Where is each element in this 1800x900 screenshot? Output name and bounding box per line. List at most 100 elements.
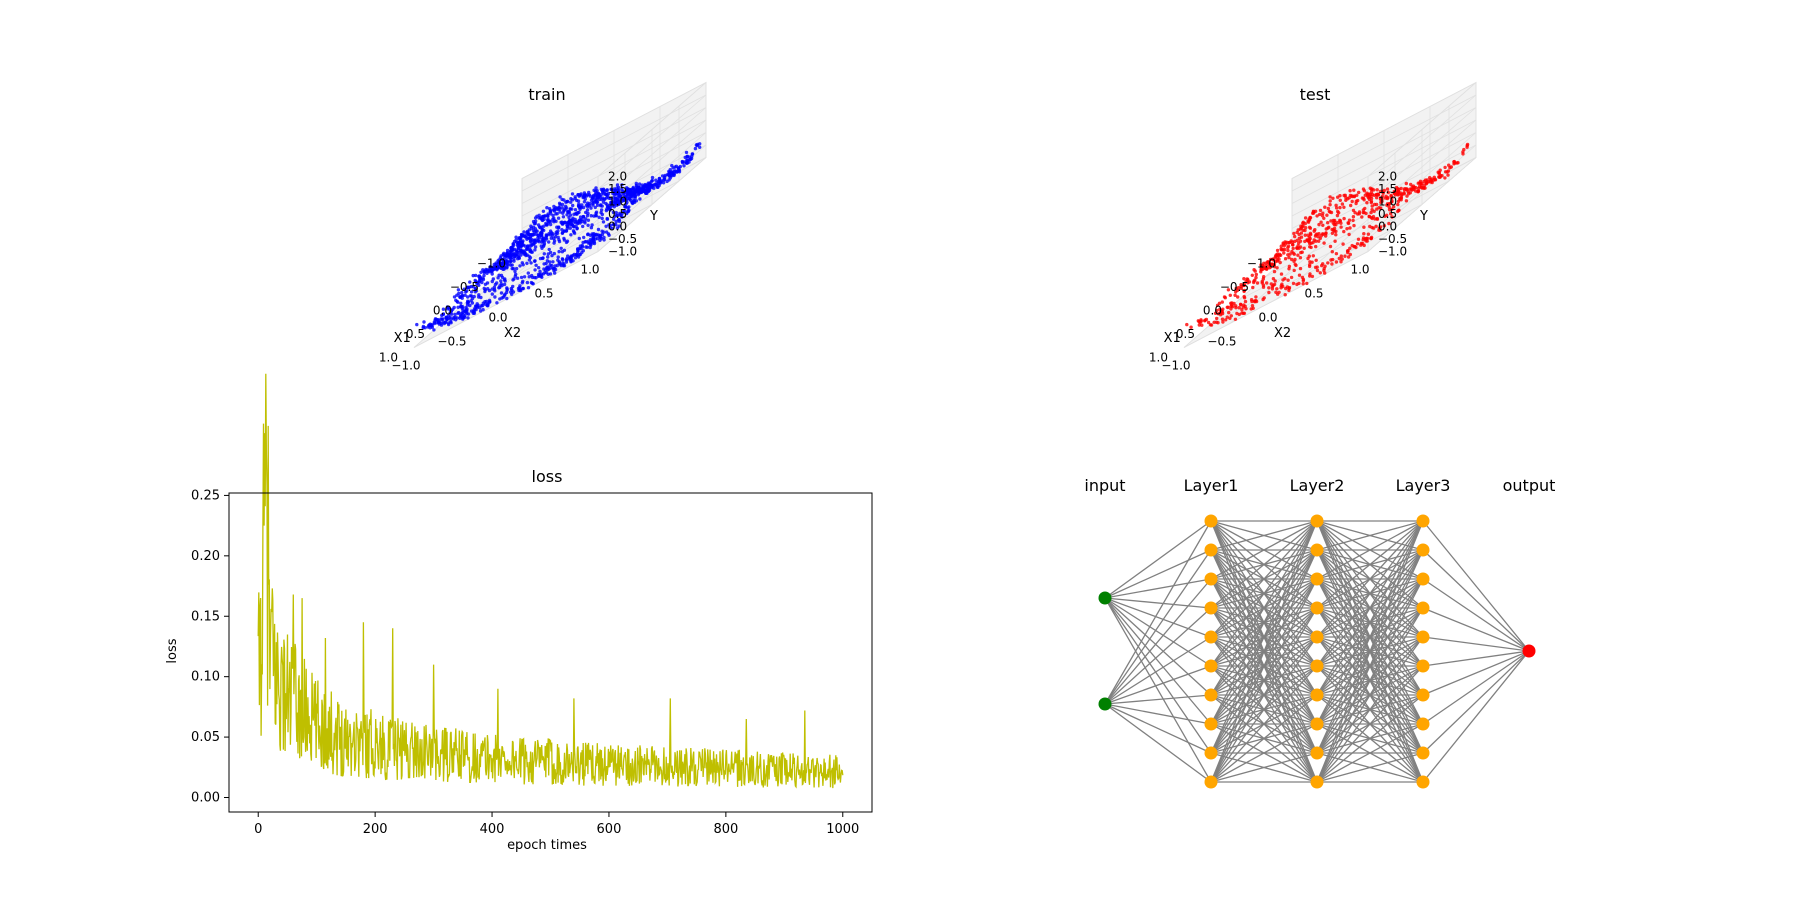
data-point bbox=[560, 202, 565, 207]
data-point bbox=[540, 227, 545, 232]
data-point bbox=[514, 272, 518, 276]
neuron-node bbox=[1204, 630, 1218, 644]
data-point bbox=[541, 272, 546, 276]
data-point bbox=[576, 204, 581, 208]
data-point bbox=[608, 208, 612, 212]
data-point bbox=[1342, 205, 1346, 209]
data-point bbox=[486, 302, 490, 307]
data-point bbox=[579, 192, 583, 196]
data-point bbox=[1217, 301, 1222, 305]
data-point bbox=[475, 281, 479, 286]
data-point bbox=[604, 208, 609, 213]
data-point bbox=[478, 275, 482, 279]
data-point bbox=[1342, 216, 1346, 221]
data-point bbox=[1323, 205, 1327, 209]
data-point bbox=[1335, 213, 1340, 218]
data-point bbox=[1286, 244, 1291, 248]
data-point bbox=[481, 268, 485, 272]
data-point bbox=[1387, 205, 1391, 209]
data-point bbox=[1377, 226, 1382, 230]
data-point bbox=[449, 319, 453, 324]
data-point bbox=[688, 157, 692, 162]
neuron-node bbox=[1416, 630, 1430, 644]
data-point bbox=[1301, 282, 1305, 286]
data-point bbox=[545, 206, 549, 210]
data-point bbox=[673, 165, 677, 169]
connection-edge bbox=[1210, 578, 1318, 783]
data-point bbox=[1429, 179, 1434, 183]
data-point bbox=[1465, 142, 1470, 147]
data-point bbox=[1235, 311, 1239, 316]
data-point bbox=[567, 210, 572, 214]
data-point bbox=[594, 199, 598, 203]
data-point bbox=[542, 252, 546, 256]
data-point bbox=[445, 305, 450, 309]
data-point bbox=[581, 205, 586, 210]
data-point bbox=[1287, 255, 1291, 260]
data-point bbox=[1321, 211, 1325, 215]
data-point bbox=[1215, 316, 1219, 321]
data-point bbox=[525, 261, 529, 265]
data-point bbox=[468, 294, 473, 298]
data-point bbox=[617, 224, 621, 228]
data-point bbox=[1315, 268, 1320, 273]
data-point bbox=[540, 275, 544, 279]
data-point bbox=[503, 255, 507, 260]
data-point bbox=[612, 192, 617, 197]
connection-edge bbox=[1422, 520, 1530, 652]
data-point bbox=[1331, 221, 1336, 225]
neuron-node bbox=[1310, 601, 1324, 615]
data-point bbox=[1374, 192, 1379, 197]
data-point bbox=[489, 265, 493, 270]
data-point bbox=[523, 244, 527, 248]
data-point bbox=[525, 280, 530, 285]
x-tick-label: 800 bbox=[713, 822, 738, 837]
y-tick-label: −1.0 bbox=[391, 359, 420, 373]
data-point bbox=[514, 235, 518, 239]
data-point bbox=[629, 198, 633, 203]
data-point bbox=[1269, 282, 1274, 286]
data-point bbox=[1287, 267, 1291, 271]
data-point bbox=[548, 263, 552, 267]
z-tick-label: 1.5 bbox=[1378, 182, 1397, 196]
data-point bbox=[1220, 317, 1225, 321]
data-point bbox=[609, 200, 614, 205]
grid-line bbox=[521, 107, 707, 204]
data-point bbox=[1272, 282, 1277, 287]
data-point bbox=[502, 282, 507, 287]
data-point bbox=[1189, 325, 1193, 329]
data-point bbox=[594, 186, 598, 190]
data-point bbox=[459, 301, 463, 305]
grid-line bbox=[521, 94, 707, 192]
connection-edge bbox=[1104, 703, 1212, 754]
data-point bbox=[1408, 191, 1413, 195]
data-point bbox=[1416, 181, 1421, 185]
data-point bbox=[601, 230, 606, 234]
data-point bbox=[562, 198, 566, 202]
data-point bbox=[1296, 253, 1300, 257]
y-tick-label: 0.0 bbox=[1258, 311, 1277, 325]
data-point bbox=[1271, 257, 1275, 261]
data-point bbox=[443, 320, 448, 325]
x-tick-label: 200 bbox=[363, 822, 388, 837]
connection-edge bbox=[1316, 752, 1424, 783]
data-point bbox=[567, 215, 571, 220]
data-point bbox=[545, 223, 549, 227]
data-point bbox=[474, 289, 479, 293]
data-point bbox=[513, 269, 517, 274]
data-point bbox=[572, 212, 576, 216]
data-point bbox=[1404, 199, 1409, 203]
data-point bbox=[1290, 257, 1294, 262]
data-point bbox=[512, 251, 516, 255]
data-point bbox=[631, 187, 635, 192]
data-point bbox=[466, 299, 470, 303]
data-point bbox=[1234, 290, 1238, 294]
data-point bbox=[607, 223, 611, 227]
data-point bbox=[1242, 294, 1246, 299]
data-point bbox=[1449, 165, 1454, 169]
x-tick-label: 0.0 bbox=[433, 304, 452, 318]
data-point bbox=[1286, 248, 1290, 253]
data-point bbox=[1303, 221, 1308, 226]
data-point bbox=[494, 262, 498, 267]
data-point bbox=[1291, 281, 1296, 286]
